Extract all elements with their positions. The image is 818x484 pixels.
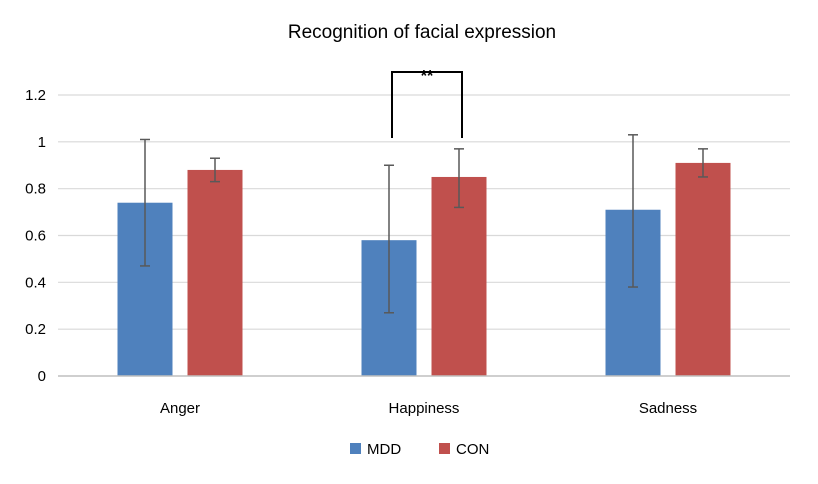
chart-title: Recognition of facial expression bbox=[288, 22, 556, 43]
bar-con-happiness bbox=[431, 176, 487, 376]
x-category-label: Anger bbox=[160, 400, 200, 417]
legend-swatch-con bbox=[439, 443, 450, 454]
legend-swatch-mdd bbox=[350, 443, 361, 454]
bars bbox=[117, 162, 731, 376]
gridlines bbox=[58, 94, 790, 330]
x-axis-categories: Anger Happiness Sadness bbox=[160, 400, 697, 417]
y-tick-label: 0.2 bbox=[25, 321, 46, 338]
y-tick-label: 1.2 bbox=[25, 87, 46, 104]
significance-annotation: ** bbox=[391, 68, 463, 138]
y-tick-label: 0.4 bbox=[25, 274, 46, 291]
x-category-label: Sadness bbox=[639, 400, 697, 417]
legend-label-con: CON bbox=[456, 441, 489, 458]
significance-bracket bbox=[391, 71, 463, 138]
significance-label: ** bbox=[421, 68, 434, 85]
y-tick-label: 0 bbox=[38, 368, 46, 385]
y-axis-ticks: 0 0.2 0.4 0.6 0.8 1 1.2 bbox=[25, 87, 46, 385]
y-tick-label: 0.6 bbox=[25, 228, 46, 245]
error-bars bbox=[140, 134, 708, 314]
legend: MDD CON bbox=[350, 441, 489, 458]
y-tick-label: 1 bbox=[38, 134, 46, 151]
x-category-label: Happiness bbox=[389, 400, 460, 417]
bar-con-anger bbox=[187, 169, 243, 376]
bar-con-sadness bbox=[675, 162, 731, 376]
legend-label-mdd: MDD bbox=[367, 441, 401, 458]
y-tick-label: 0.8 bbox=[25, 181, 46, 198]
